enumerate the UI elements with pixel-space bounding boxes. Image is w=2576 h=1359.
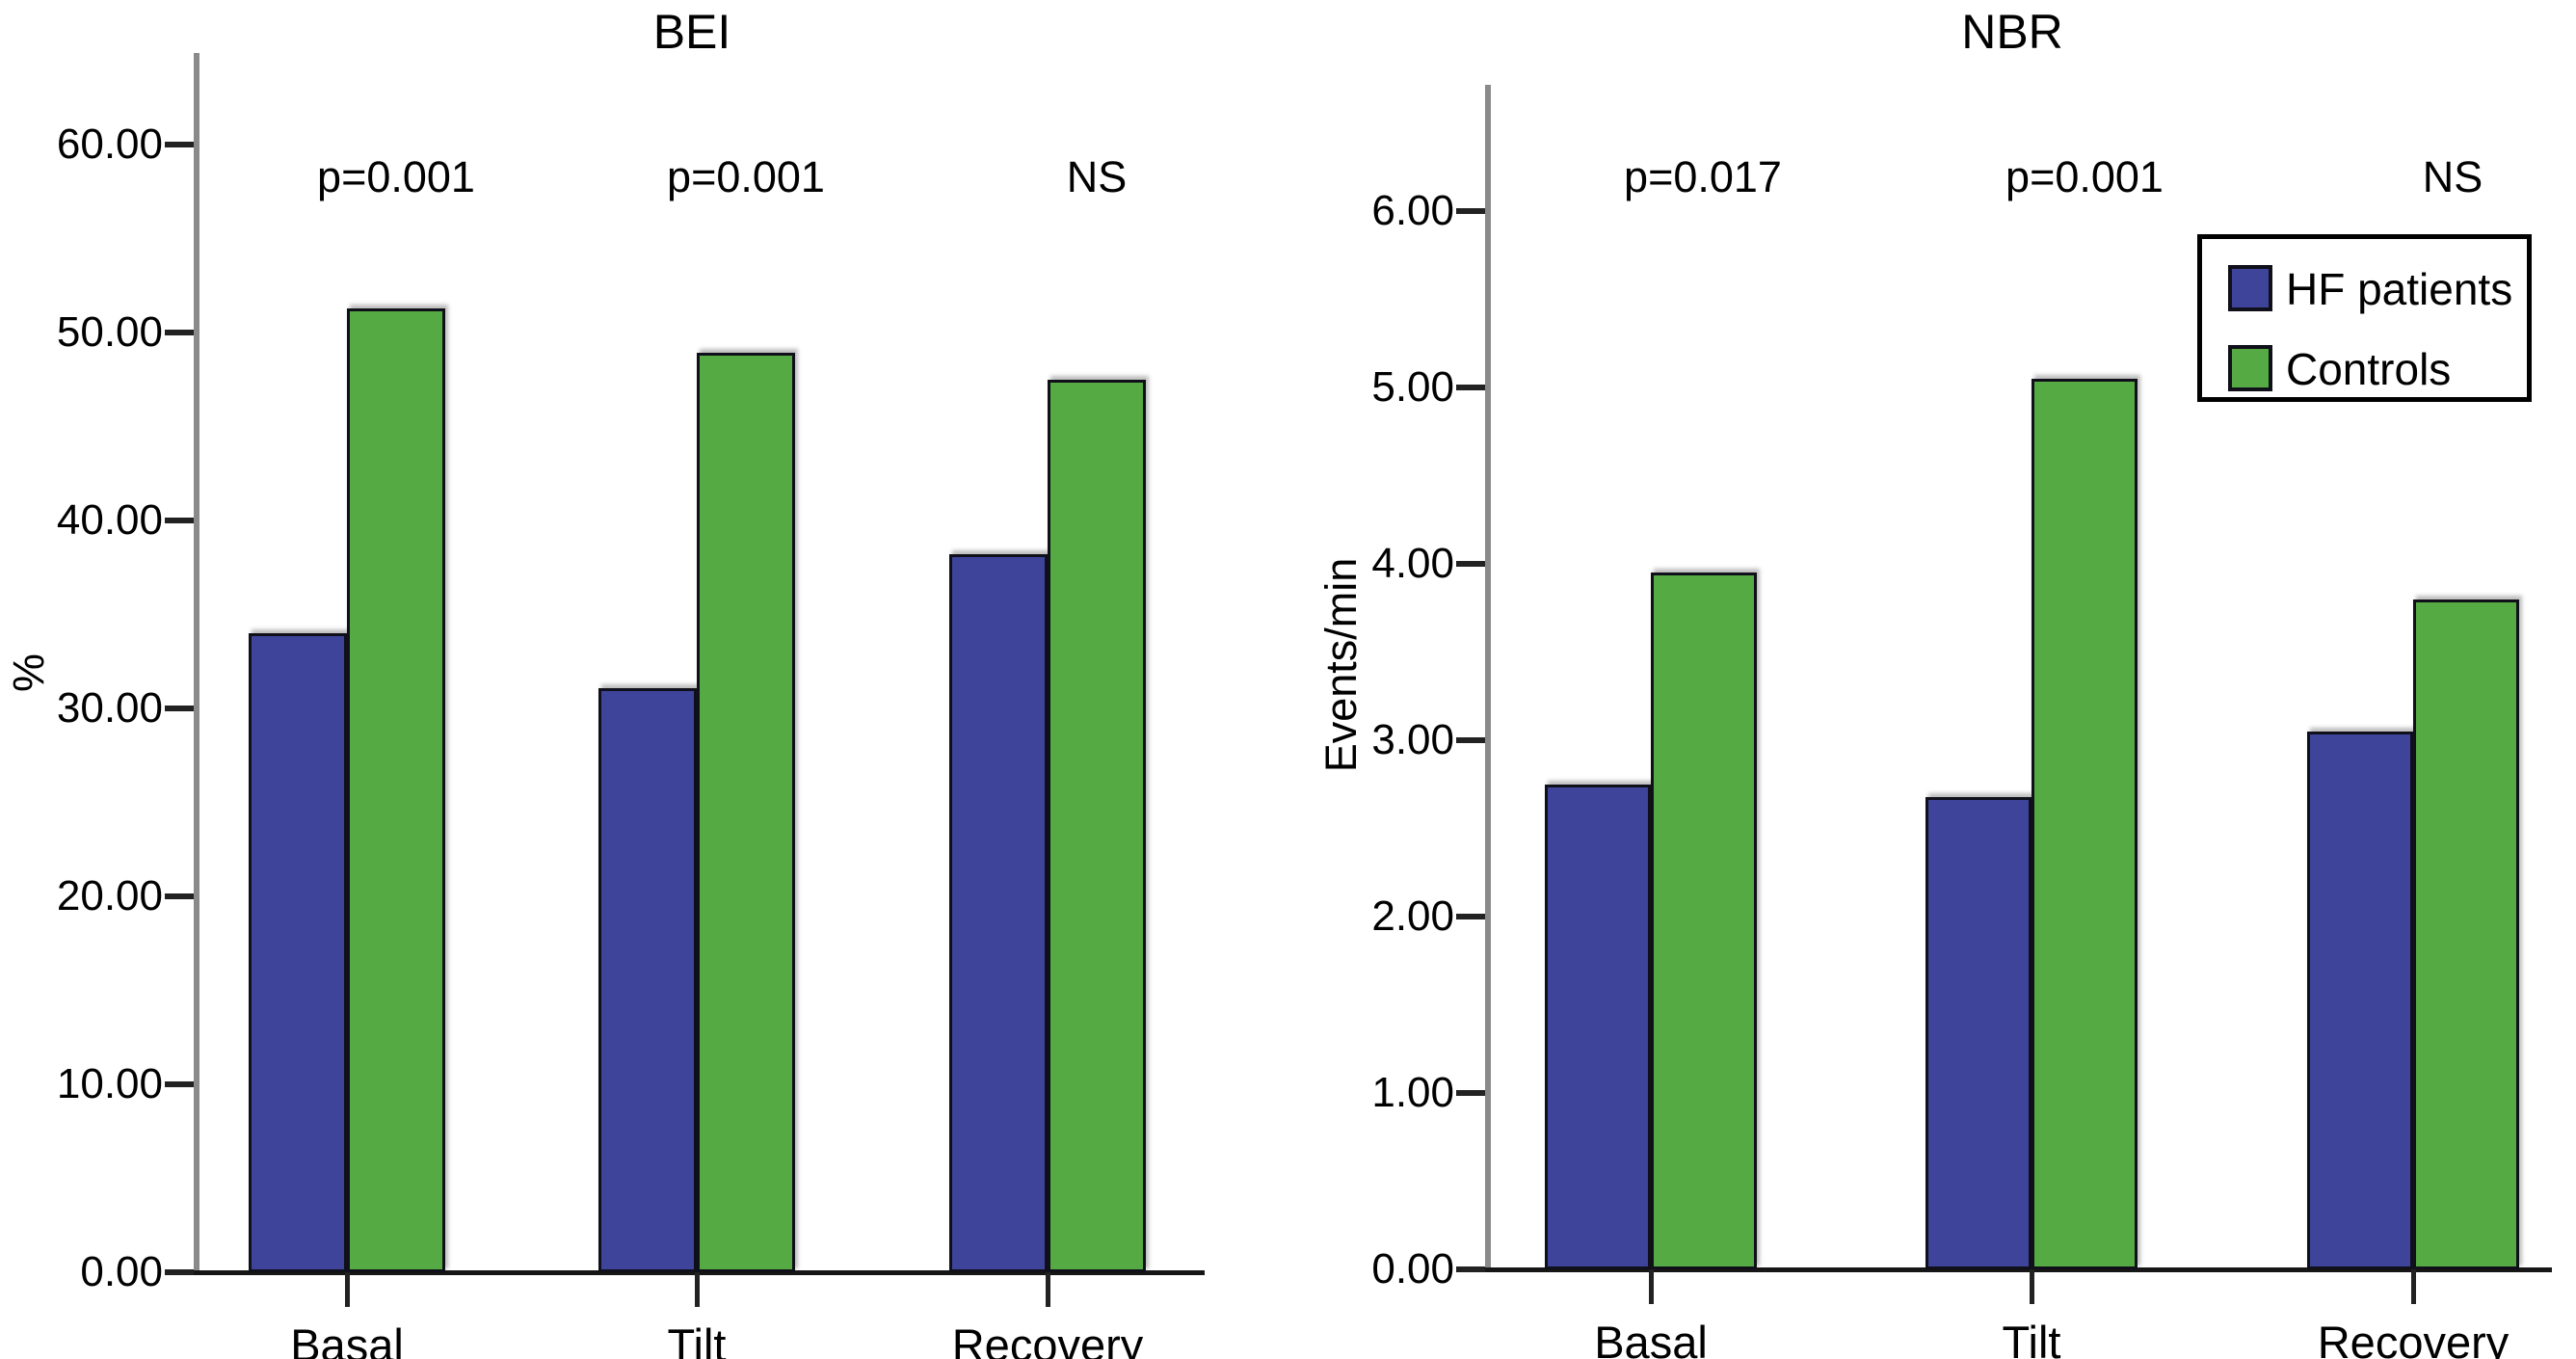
x-axis-line-nbr — [1485, 1267, 2552, 1272]
legend-label-hf-patients: HF patients — [2286, 264, 2513, 314]
legend-label-controls: Controls — [2286, 344, 2452, 394]
y-tick-bei-30.00 — [165, 706, 194, 711]
y-tick-label-nbr-1.00: 1.00 — [1371, 1069, 1454, 1116]
y-tick-label-bei-30.00: 30.00 — [56, 684, 163, 732]
x-tick-label-nbr-tilt: Tilt — [2002, 1317, 2061, 1359]
x-tick-label-nbr-basal: Basal — [1594, 1317, 1708, 1359]
y-tick-nbr-2.00 — [1456, 914, 1485, 919]
y-tick-label-nbr-4.00: 4.00 — [1371, 540, 1454, 587]
significance-label-nbr-tilt: p=0.001 — [2005, 152, 2164, 201]
x-tick-label-bei-recovery: Recovery — [951, 1319, 1144, 1359]
y-tick-bei-50.00 — [165, 330, 194, 335]
y-tick-bei-10.00 — [165, 1081, 194, 1087]
chart-title-nbr: NBR — [1961, 5, 2063, 59]
x-tick-label-nbr-recovery: Recovery — [2317, 1317, 2510, 1359]
bar-nbr-tilt-hf-patients — [1925, 796, 2032, 1269]
significance-label-nbr-basal: p=0.017 — [1624, 152, 1782, 201]
legend-swatch-hf-patients — [2228, 265, 2272, 311]
y-tick-nbr-1.00 — [1456, 1090, 1485, 1096]
y-tick-bei-20.00 — [165, 893, 194, 899]
x-tick-label-bei-basal: Basal — [290, 1319, 404, 1359]
bar-bei-tilt-hf-patients — [598, 687, 697, 1272]
bar-nbr-tilt-controls — [2032, 378, 2138, 1269]
bar-bei-recovery-controls — [1048, 379, 1146, 1272]
significance-label-nbr-recovery: NS — [2422, 152, 2483, 201]
legend-box: HF patients Controls — [2197, 234, 2532, 402]
x-tick-bei-basal — [345, 1272, 350, 1307]
y-tick-label-bei-50.00: 50.00 — [56, 308, 163, 356]
y-tick-nbr-5.00 — [1456, 385, 1485, 390]
x-tick-label-bei-tilt: Tilt — [667, 1319, 727, 1359]
significance-label-bei-basal: p=0.001 — [317, 152, 475, 201]
bar-nbr-recovery-hf-patients — [2307, 731, 2413, 1269]
significance-label-bei-tilt: p=0.001 — [667, 152, 825, 201]
y-tick-label-bei-40.00: 40.00 — [56, 496, 163, 544]
y-tick-nbr-6.00 — [1456, 208, 1485, 214]
chart-title-bei: BEI — [652, 5, 731, 59]
bar-nbr-basal-controls — [1651, 573, 1757, 1269]
y-tick-label-bei-60.00: 60.00 — [56, 120, 163, 168]
x-tick-bei-tilt — [695, 1272, 700, 1307]
significance-label-bei-recovery: NS — [1066, 152, 1128, 201]
bar-nbr-basal-hf-patients — [1545, 784, 1651, 1269]
y-tick-bei-40.00 — [165, 518, 194, 523]
x-tick-nbr-tilt — [2030, 1269, 2034, 1304]
y-axis-line-bei — [194, 53, 199, 1272]
x-tick-nbr-basal — [1649, 1269, 1654, 1304]
y-axis-line-nbr — [1485, 85, 1491, 1269]
y-tick-label-nbr-0.00: 0.00 — [1371, 1245, 1454, 1292]
y-tick-label-nbr-3.00: 3.00 — [1371, 716, 1454, 763]
bar-bei-basal-controls — [347, 307, 445, 1272]
y-tick-nbr-4.00 — [1456, 561, 1485, 567]
bar-bei-recovery-hf-patients — [949, 554, 1048, 1272]
y-tick-label-bei-20.00: 20.00 — [56, 872, 163, 919]
y-tick-label-nbr-2.00: 2.00 — [1371, 893, 1454, 940]
y-tick-label-bei-0.00: 0.00 — [80, 1248, 163, 1295]
y-tick-label-bei-10.00: 10.00 — [56, 1060, 163, 1107]
y-tick-bei-0.00 — [165, 1269, 194, 1275]
legend-swatch-controls — [2228, 345, 2272, 391]
x-tick-nbr-recovery — [2411, 1269, 2416, 1304]
y-tick-nbr-3.00 — [1456, 737, 1485, 743]
y-tick-label-nbr-6.00: 6.00 — [1371, 187, 1454, 234]
y-tick-label-nbr-5.00: 5.00 — [1371, 363, 1454, 411]
bar-nbr-recovery-controls — [2413, 599, 2519, 1269]
y-tick-bei-60.00 — [165, 142, 194, 147]
y-tick-nbr-0.00 — [1456, 1266, 1485, 1272]
x-tick-bei-recovery — [1046, 1272, 1050, 1307]
bar-bei-tilt-controls — [697, 353, 795, 1272]
bar-bei-basal-hf-patients — [249, 633, 347, 1272]
